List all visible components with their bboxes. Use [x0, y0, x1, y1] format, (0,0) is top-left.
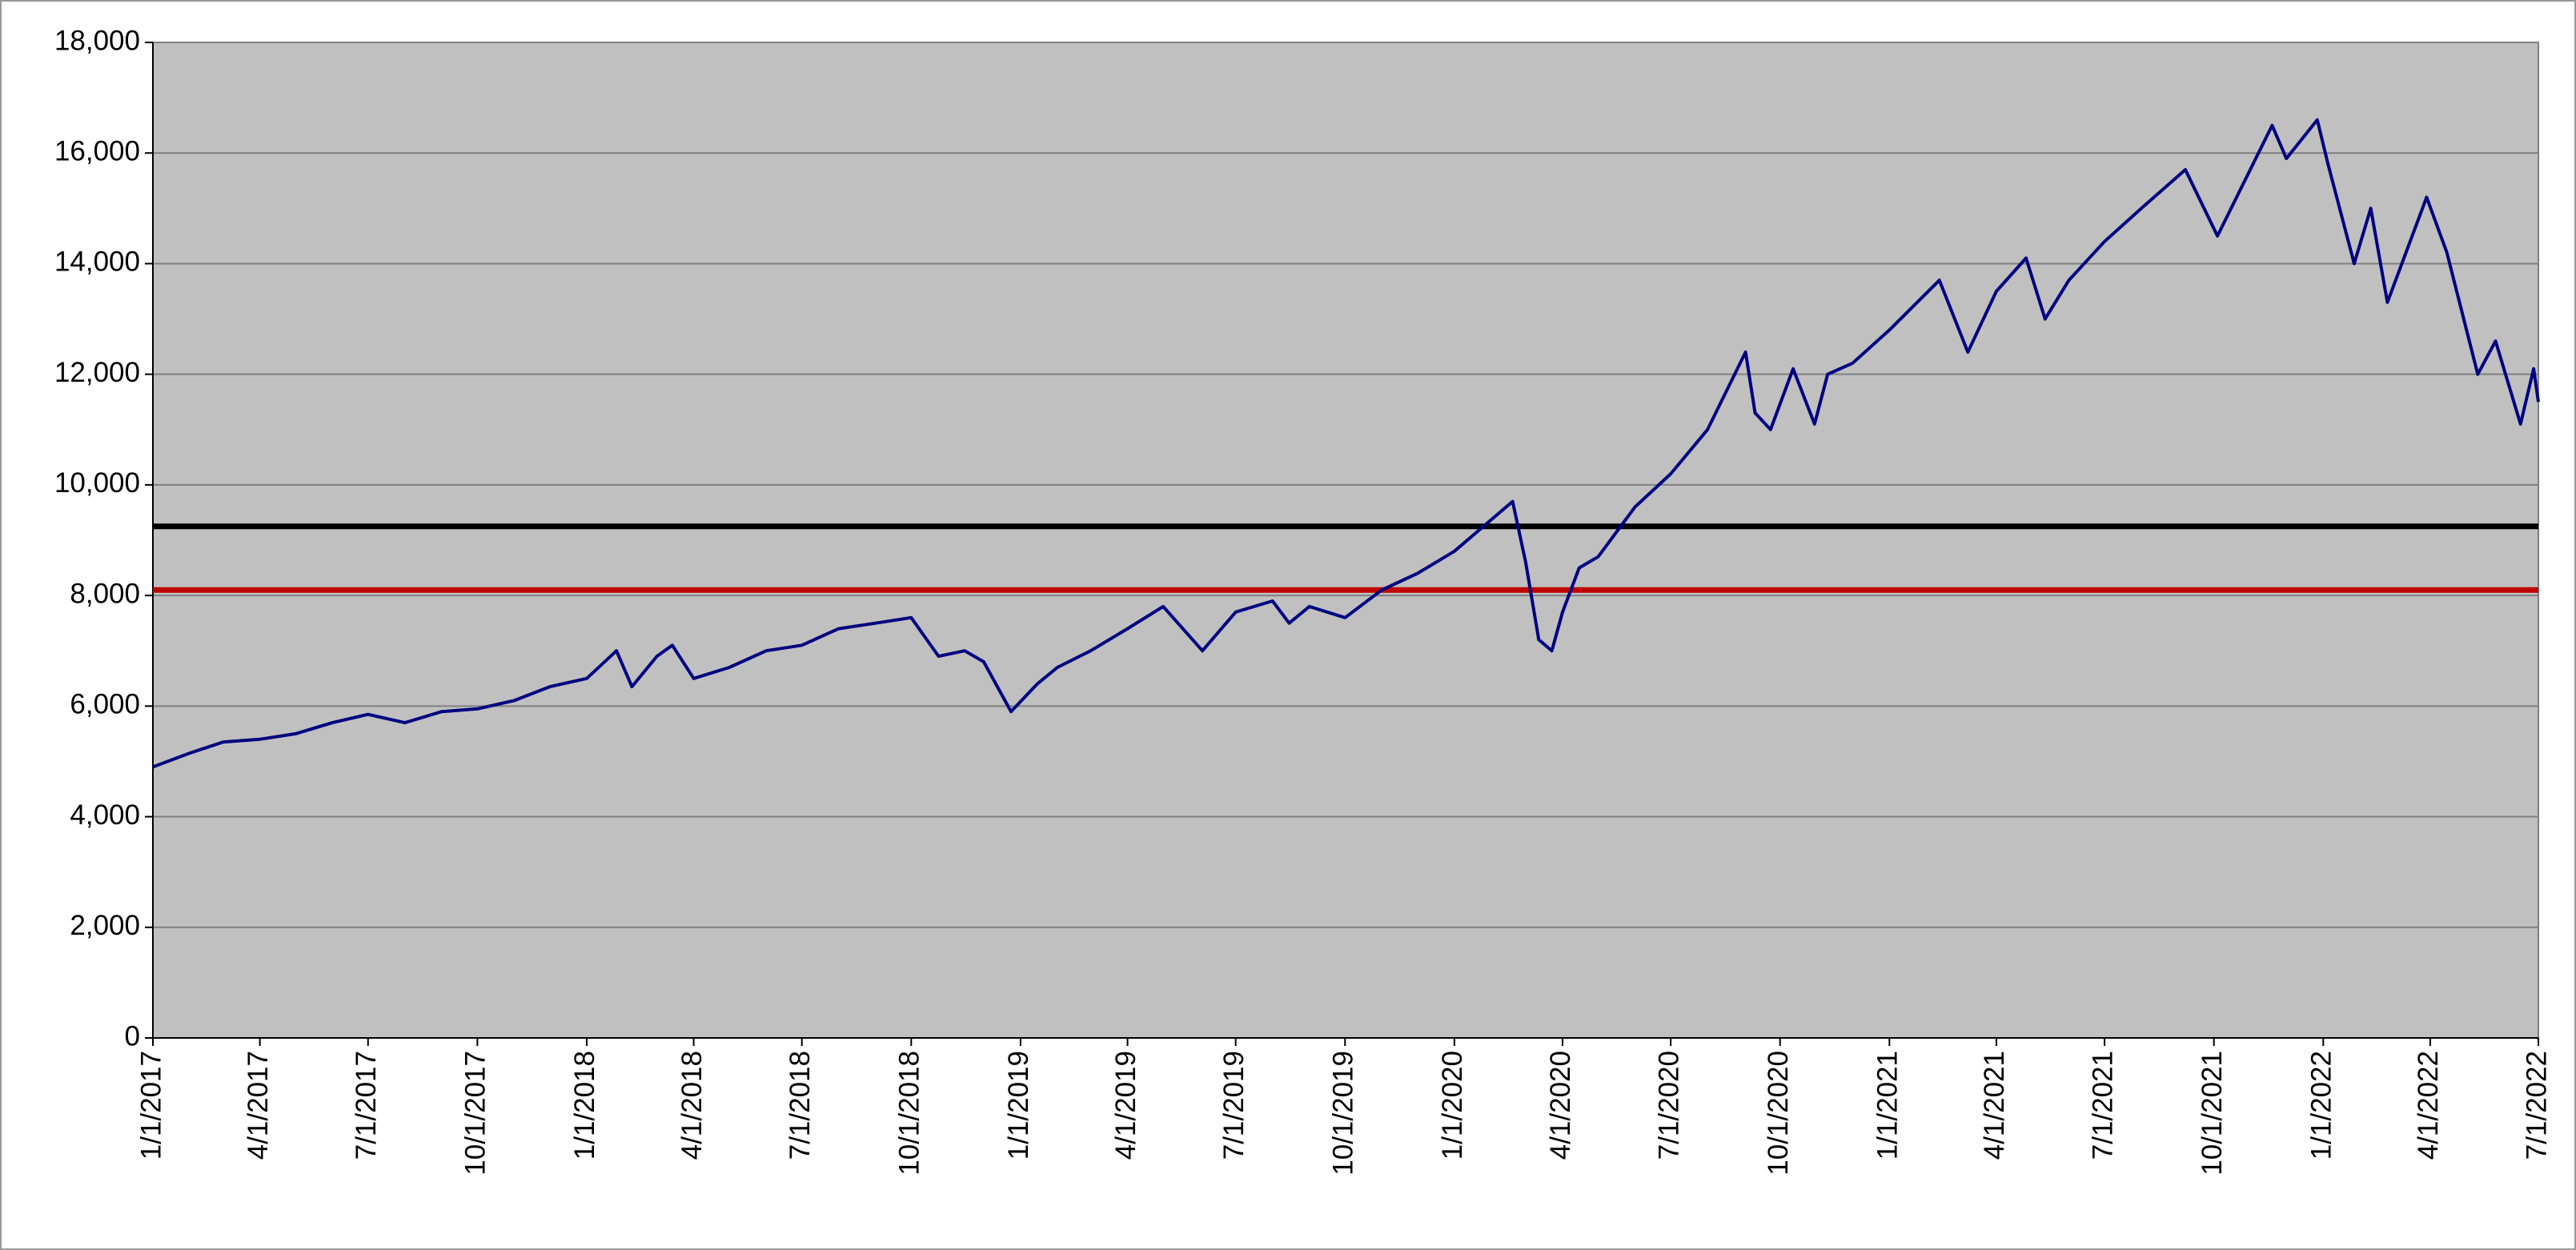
- x-tick-label: 4/1/2017: [243, 1051, 274, 1160]
- y-tick-label: 2,000: [70, 910, 140, 941]
- x-tick-label: 4/1/2022: [2413, 1051, 2444, 1160]
- x-tick-label: 7/1/2021: [2087, 1051, 2118, 1160]
- x-tick-label: 7/1/2018: [784, 1051, 816, 1160]
- x-tick-label: 7/1/2019: [1218, 1051, 1250, 1160]
- y-tick-label: 10,000: [54, 467, 140, 499]
- x-tick-label: 10/1/2018: [894, 1051, 925, 1176]
- plot-area: [152, 42, 2539, 1039]
- x-tick-label: 10/1/2020: [1763, 1051, 1794, 1176]
- data-line: [152, 118, 2540, 769]
- x-tick-label: 10/1/2019: [1328, 1051, 1359, 1176]
- x-tick-label: 7/1/2020: [1653, 1051, 1684, 1160]
- y-tick-label: 18,000: [54, 25, 140, 56]
- y-tick-label: 4,000: [70, 799, 140, 831]
- x-tick-label: 1/1/2021: [1872, 1051, 1904, 1160]
- x-tick-label: 4/1/2018: [676, 1051, 708, 1160]
- x-tick-label: 4/1/2019: [1110, 1051, 1142, 1160]
- y-tick-label: 12,000: [54, 357, 140, 388]
- y-tick-label: 14,000: [54, 246, 140, 278]
- x-tick-label: 10/1/2017: [460, 1051, 492, 1176]
- y-tick-label: 6,000: [70, 689, 140, 720]
- x-tick-label: 1/1/2020: [1437, 1051, 1468, 1160]
- x-tick-label: 7/1/2022: [2521, 1051, 2552, 1160]
- x-tick-label: 1/1/2022: [2306, 1051, 2337, 1160]
- x-tick-label: 4/1/2020: [1545, 1051, 1576, 1160]
- x-tick-label: 1/1/2017: [135, 1051, 167, 1160]
- y-tick-label: 8,000: [70, 578, 140, 609]
- x-tick-label: 1/1/2019: [1003, 1051, 1034, 1160]
- x-tick-label: 1/1/2018: [569, 1051, 600, 1160]
- y-tick-label: 0: [125, 1020, 140, 1052]
- x-tick-label: 7/1/2017: [351, 1051, 382, 1160]
- x-tick-label: 10/1/2021: [2197, 1051, 2228, 1176]
- y-tick-label: 16,000: [54, 135, 140, 166]
- x-tick-label: 4/1/2021: [1979, 1051, 2010, 1160]
